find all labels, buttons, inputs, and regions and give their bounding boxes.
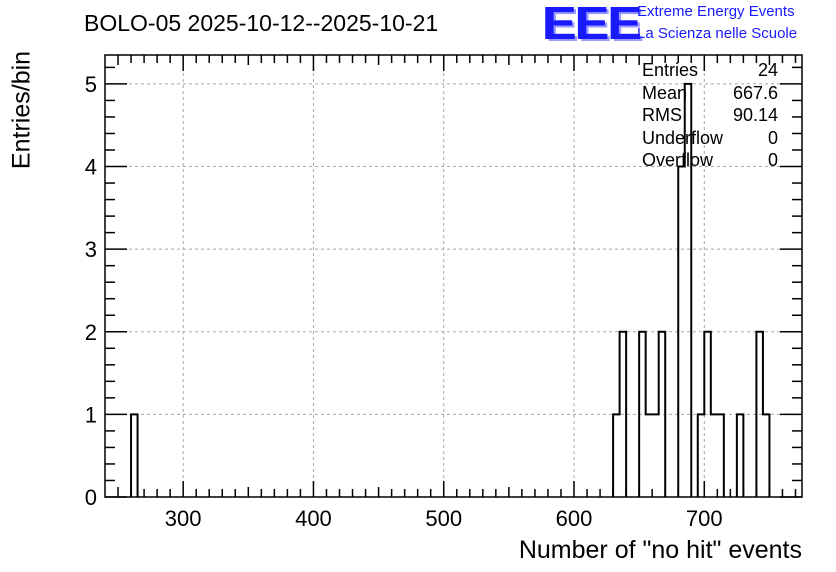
- stat-value: 24: [757, 60, 778, 80]
- stat-label: Mean: [642, 82, 688, 103]
- histogram-bin: [711, 414, 718, 497]
- chart-title: BOLO-05 2025-10-12--2025-10-21: [84, 10, 439, 36]
- eee-logo: EEE: [543, 0, 642, 49]
- y-tick-label: 3: [85, 237, 97, 262]
- x-axis-label: Number of "no hit" events: [518, 536, 802, 564]
- tick-labels: 300 400 500 600 700 0 1 2 3 4 5: [85, 72, 723, 531]
- stat-row-overflow: Overflow 0: [642, 149, 778, 172]
- y-tick-label: 5: [85, 72, 97, 97]
- stats-box: Entries 24 Mean 667.6 RMS 90.14 Underflo…: [642, 59, 778, 172]
- plot-frame: [104, 54, 803, 498]
- x-tick-label: 400: [295, 506, 332, 531]
- y-axis-label: Entries/bin: [7, 50, 36, 170]
- y-tick-label: 0: [85, 485, 97, 510]
- y-tick-label: 2: [85, 320, 97, 345]
- stat-value: 0: [767, 150, 778, 171]
- grid-lines: [105, 55, 802, 497]
- histogram-bars: [130, 82, 771, 497]
- stat-label: Entries: [642, 60, 699, 80]
- histogram-outline: [130, 82, 771, 497]
- stat-label: Underflow: [642, 127, 724, 148]
- stat-row-underflow: Underflow 0: [642, 127, 778, 150]
- x-tick-label: 600: [556, 506, 593, 531]
- stat-row-mean: Mean 667.6: [642, 82, 778, 105]
- stat-value: 667.6: [732, 82, 778, 103]
- stat-label: RMS: [642, 105, 682, 126]
- histogram-bin: [646, 414, 653, 497]
- stat-row-entries: Entries 24: [642, 59, 778, 82]
- stat-row-rms: RMS 90.14: [642, 104, 778, 127]
- stat-value: 90.14: [732, 105, 778, 126]
- x-tick-label: 700: [686, 506, 723, 531]
- stat-value: 0: [767, 127, 778, 148]
- axes: [104, 54, 803, 498]
- x-tick-label: 500: [425, 506, 462, 531]
- histogram-bin: [652, 414, 659, 497]
- y-tick-label: 1: [85, 402, 97, 427]
- logo-line-1: Extreme Energy Events: [637, 3, 795, 20]
- x-tick-label: 300: [165, 506, 202, 531]
- logo-line-2: La Scienza nelle Scuole: [637, 25, 798, 42]
- y-tick-label: 4: [85, 155, 97, 180]
- stat-label: Overflow: [642, 150, 714, 171]
